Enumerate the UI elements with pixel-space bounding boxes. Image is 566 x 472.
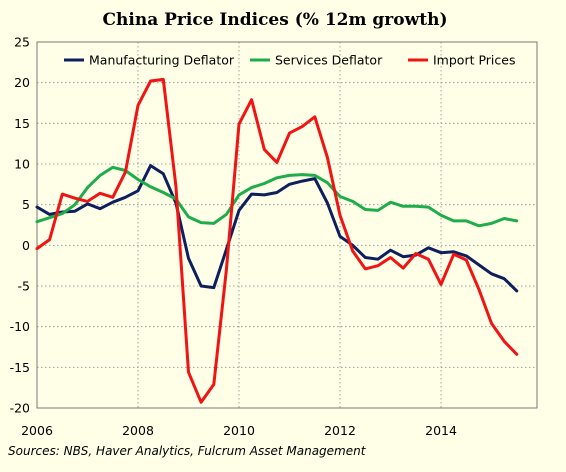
y-tick-label: -15 [10,360,30,375]
series-lines [35,77,519,404]
y-tick-label: 5 [22,197,30,212]
y-tick-label: 20 [14,75,30,90]
legend: Manufacturing Deflator Services Deflator I… [64,53,515,68]
y-tick-label: 25 [14,35,30,50]
source-note: Sources: NBS, Haver Analytics, Fulcrum A… [8,444,367,458]
y-tick-label: 0 [22,238,30,253]
x-tick-label: 2014 [425,423,457,438]
plot-frame [36,41,538,409]
y-tick-label: -5 [18,279,30,294]
x-tick-label: 2012 [324,423,356,438]
y-tick-label: 10 [14,157,30,172]
series-line [35,164,519,293]
y-tick-label: -10 [10,319,30,334]
legend-label: Manufacturing Deflator [89,53,235,68]
gridlines [36,41,537,409]
y-tick-label: -20 [10,401,30,416]
axes: -20 -15 -10 -5 0 5 10 15 20 25 2006 2008 2010 2012 201… [10,35,538,438]
chart-title: China Price Indices (% 12m growth) [103,10,448,30]
y-tick-label: 15 [14,116,30,131]
x-tick-label: 2010 [223,423,255,438]
legend-label: Services Deflator [275,53,383,68]
x-tick-label: 2006 [21,423,53,438]
x-tick-label: 2008 [122,423,154,438]
series-line [35,77,519,404]
legend-label: Import Prices [433,53,515,68]
series-line [35,165,519,228]
